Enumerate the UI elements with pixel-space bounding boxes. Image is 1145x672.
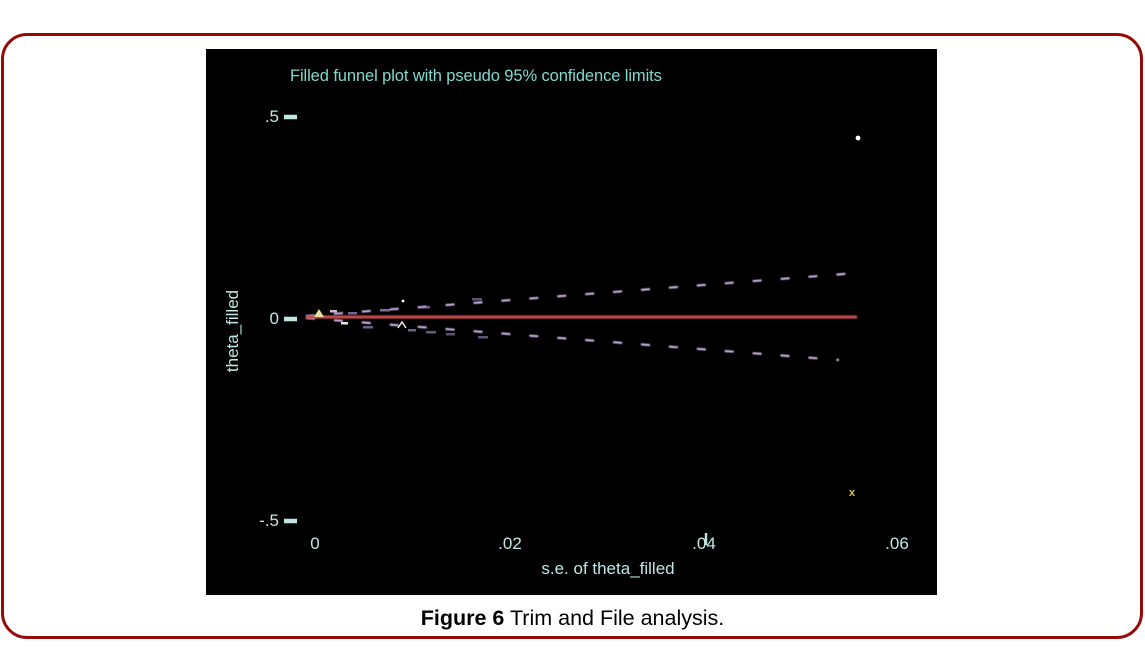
svg-text:.5: .5 [265, 107, 279, 126]
svg-text:.04: .04 [692, 534, 716, 553]
svg-text:.06: .06 [885, 534, 909, 553]
svg-text:-.5: -.5 [259, 511, 279, 530]
svg-text:theta_filled: theta_filled [223, 290, 242, 372]
svg-text:Filled funnel plot with pseudo: Filled funnel plot with pseudo 95% confi… [290, 67, 662, 85]
svg-text:x: x [849, 487, 856, 499]
svg-text:s.e. of theta_filled: s.e. of theta_filled [541, 559, 674, 578]
svg-text:.02: .02 [498, 534, 522, 553]
svg-text:0: 0 [310, 534, 319, 553]
svg-text:0: 0 [270, 309, 279, 328]
